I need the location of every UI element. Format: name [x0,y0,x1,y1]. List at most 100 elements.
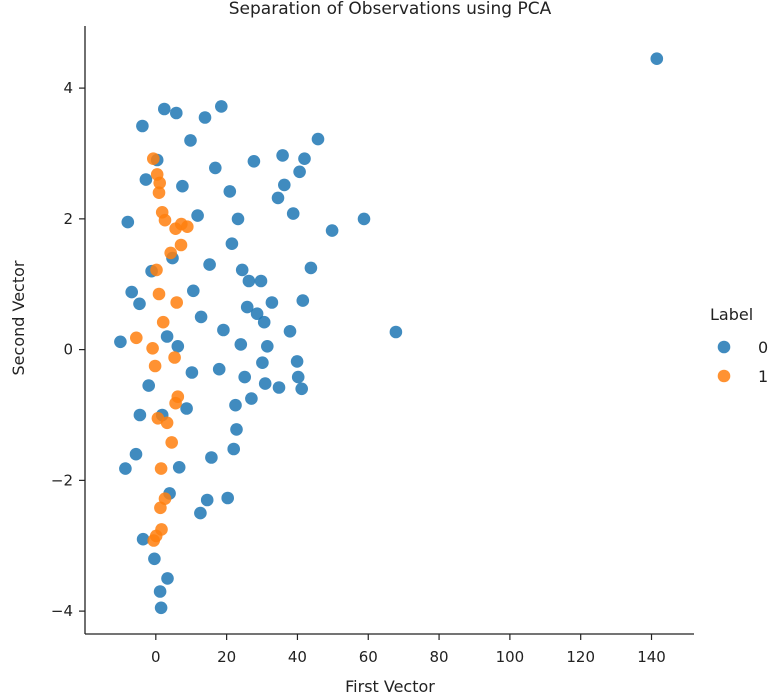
data-point-series-0 [136,119,149,133]
data-point-series-0 [217,323,230,337]
data-point-series-0 [245,392,258,405]
data-point-series-0 [129,447,143,461]
data-point-series-0 [283,325,297,338]
data-point-series-0 [265,296,279,309]
x-axis-ticks: 0 20 40 60 80 100 120 140 [151,634,666,666]
data-point-series-0 [215,100,228,113]
data-point-series-0 [194,506,207,520]
data-point-series-0 [272,381,286,394]
y-tick-label: 4 [63,79,73,97]
data-point-series-1 [152,186,166,199]
data-point-series-0 [154,601,168,615]
data-point-series-1 [130,331,143,345]
data-point-series-0 [200,493,214,507]
legend-items: 01 [717,338,768,386]
data-point-series-0 [276,149,289,162]
data-point-series-0 [170,106,183,120]
data-point-series-0 [229,398,242,412]
data-point-series-1 [154,462,168,475]
data-point-series-0 [291,370,305,384]
data-point-series-1 [171,390,185,404]
data-point-series-0 [176,179,189,193]
data-point-series-0 [205,451,218,464]
data-point-series-1 [155,523,168,536]
legend-marker-1 [717,369,731,383]
y-axis-label: Second Vector [9,260,28,375]
y-tick-label: 0 [63,341,73,359]
x-tick-label: 80 [430,648,449,666]
data-point-series-0 [158,102,171,116]
x-tick-label: 60 [359,648,378,666]
data-point-series-0 [119,462,132,475]
data-point-series-1 [154,501,167,515]
data-point-series-0 [296,294,310,307]
data-point-series-1 [158,213,172,227]
data-point-series-0 [293,165,306,179]
data-point-series-0 [256,356,269,370]
data-point-series-0 [225,237,239,250]
data-point-series-0 [227,442,240,456]
data-point-series-0 [203,258,216,271]
data-point-series-0 [258,377,272,390]
data-point-series-0 [238,370,251,384]
data-point-series-0 [286,207,300,220]
data-point-series-0 [185,366,199,379]
chart-title: Separation of Observations using PCA [229,0,552,19]
data-point-series-0 [139,173,153,186]
data-point-series-0 [650,52,664,65]
data-point-series-0 [357,212,371,226]
data-point-series-0 [234,338,248,351]
data-point-series-0 [136,532,150,546]
data-point-series-0 [153,585,167,598]
data-point-series-0 [223,185,237,198]
points-layer [114,52,664,615]
y-tick-label: −4 [51,602,73,620]
y-axis-ticks: −4 −2 0 2 4 [51,79,85,620]
data-point-series-0 [121,215,135,229]
data-point-series-1 [152,287,166,301]
data-point-series-0 [257,315,271,329]
data-point-series-0 [148,552,161,566]
data-point-series-0 [290,355,304,368]
data-point-series-0 [180,402,193,415]
data-point-series-0 [240,300,254,314]
legend-label-1: 1 [758,367,768,386]
data-point-series-0 [209,161,222,175]
x-axis-label: First Vector [345,677,435,696]
data-point-series-0 [311,132,325,146]
data-point-series-0 [230,423,243,436]
data-point-series-0 [191,209,204,222]
x-tick-label: 140 [637,648,666,666]
data-point-series-0 [198,111,212,124]
x-tick-label: 40 [288,648,307,666]
legend: Label 01 [710,305,768,386]
y-tick-label: 2 [63,210,73,228]
data-point-series-0 [295,382,309,396]
data-point-series-1 [146,342,159,355]
data-point-series-0 [271,191,285,205]
legend-title: Label [710,305,753,324]
data-point-series-0 [298,152,311,165]
data-point-series-1 [147,152,160,165]
data-point-series-1 [165,436,178,449]
data-point-series-1 [164,246,177,260]
data-point-series-0 [142,379,155,392]
data-point-series-1 [160,416,174,430]
data-point-series-0 [171,340,185,353]
data-point-series-0 [389,325,403,339]
legend-marker-0 [717,340,731,354]
data-point-series-0 [254,274,268,288]
x-tick-label: 0 [151,648,161,666]
legend-label-0: 0 [758,338,768,357]
data-point-series-0 [161,572,174,585]
data-point-series-0 [242,274,256,288]
data-point-series-0 [221,491,234,505]
data-point-series-1 [174,238,188,252]
data-point-series-0 [304,261,318,275]
data-point-series-0 [114,335,127,349]
data-point-series-0 [212,362,226,376]
data-point-series-0 [325,224,339,237]
data-point-series-0 [125,285,138,299]
data-point-series-1 [168,351,181,364]
